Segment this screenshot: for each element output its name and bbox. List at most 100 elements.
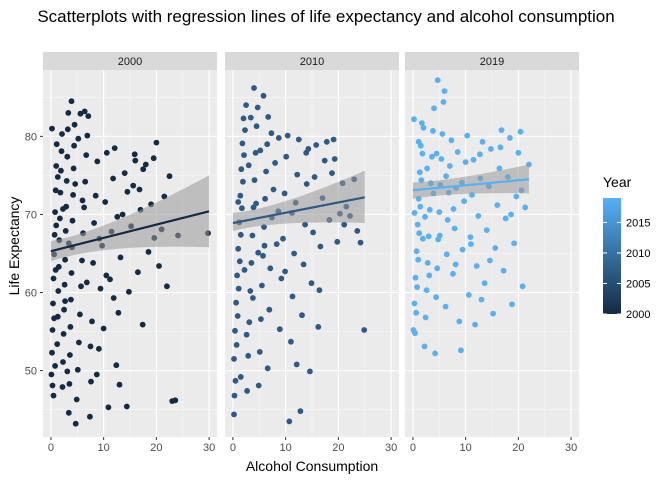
data-point (441, 88, 448, 94)
legend: Year 2000 2005 2010 2015 (603, 174, 650, 321)
data-point (302, 221, 308, 228)
data-point (267, 265, 274, 272)
data-point (270, 186, 277, 193)
data-point (417, 203, 424, 210)
data-point (418, 177, 425, 184)
data-point (239, 140, 246, 147)
data-point (88, 378, 94, 385)
data-point (245, 352, 252, 359)
data-point (153, 139, 160, 146)
data-point (75, 135, 82, 142)
y-tick-label: 50 (25, 366, 37, 378)
data-point (248, 260, 255, 266)
data-point (79, 197, 86, 204)
data-point (52, 363, 58, 369)
data-point (79, 257, 85, 264)
data-point (70, 165, 77, 172)
data-point (110, 175, 116, 182)
data-point (470, 156, 477, 163)
data-point (239, 205, 245, 212)
facet-panel-2010: 2010 0 10 20 30 (225, 52, 399, 454)
data-point (103, 272, 110, 279)
data-point (66, 381, 73, 387)
data-point (321, 157, 328, 164)
data-point (481, 280, 488, 287)
data-point (115, 309, 122, 316)
data-point (54, 174, 61, 180)
data-point (67, 352, 73, 358)
data-point (256, 349, 263, 355)
data-point (419, 150, 426, 157)
data-point (139, 321, 146, 328)
data-point (507, 135, 513, 141)
data-point (60, 206, 66, 212)
data-point (465, 292, 472, 298)
data-point (82, 178, 89, 185)
data-point (282, 268, 288, 275)
data-point (49, 125, 55, 132)
data-point (172, 397, 179, 404)
data-point (357, 239, 364, 246)
data-point (423, 287, 430, 294)
data-point (286, 418, 293, 425)
data-point (97, 285, 104, 292)
data-point (432, 350, 438, 357)
colorbar-tick-label: 2000 (626, 309, 650, 321)
data-point (166, 173, 173, 180)
data-point (236, 258, 243, 265)
data-point (81, 204, 87, 211)
data-point (92, 192, 99, 199)
data-point (53, 163, 60, 169)
x-tick-label: 30 (203, 442, 215, 454)
data-point (238, 166, 245, 173)
data-point (110, 295, 117, 301)
data-point (136, 186, 143, 193)
data-point (260, 92, 267, 99)
data-point (71, 142, 77, 149)
data-point (245, 162, 252, 169)
data-point (488, 146, 494, 152)
data-point (288, 338, 294, 345)
data-point (234, 272, 241, 279)
data-point (266, 306, 273, 313)
data-point (295, 136, 302, 143)
data-point (50, 300, 56, 307)
y-tick-label: 80 (25, 131, 37, 143)
data-point (247, 114, 254, 121)
data-point (255, 249, 262, 256)
data-point (235, 199, 242, 205)
data-point (467, 234, 474, 241)
data-point (490, 310, 496, 317)
data-point (247, 288, 254, 294)
data-point (431, 105, 437, 112)
data-point (472, 321, 478, 328)
data-point (422, 314, 429, 321)
regression-line (412, 178, 530, 192)
data-point (416, 230, 423, 237)
data-point (462, 159, 469, 166)
data-point (241, 267, 248, 273)
x-tick-label: 10 (98, 442, 110, 454)
data-point (113, 362, 120, 369)
data-point (72, 181, 79, 187)
colorbar-tick-label: 2005 (626, 278, 650, 290)
data-point (265, 114, 272, 120)
data-point (517, 128, 524, 135)
x-tick-label: 0 (48, 442, 54, 454)
data-point (294, 171, 301, 178)
x-tick-label: 20 (512, 442, 524, 454)
data-point (411, 300, 418, 307)
data-point (264, 365, 271, 372)
data-point (308, 280, 315, 287)
data-point (74, 366, 81, 373)
data-point (119, 211, 126, 218)
data-point (519, 283, 526, 290)
data-point (124, 188, 131, 195)
y-axis-title: Life Expectancy (6, 197, 22, 296)
data-point (450, 206, 457, 212)
confidence-band (412, 164, 529, 199)
data-point (251, 177, 258, 184)
data-point (135, 269, 141, 276)
data-point (500, 267, 507, 274)
data-point (237, 374, 244, 380)
